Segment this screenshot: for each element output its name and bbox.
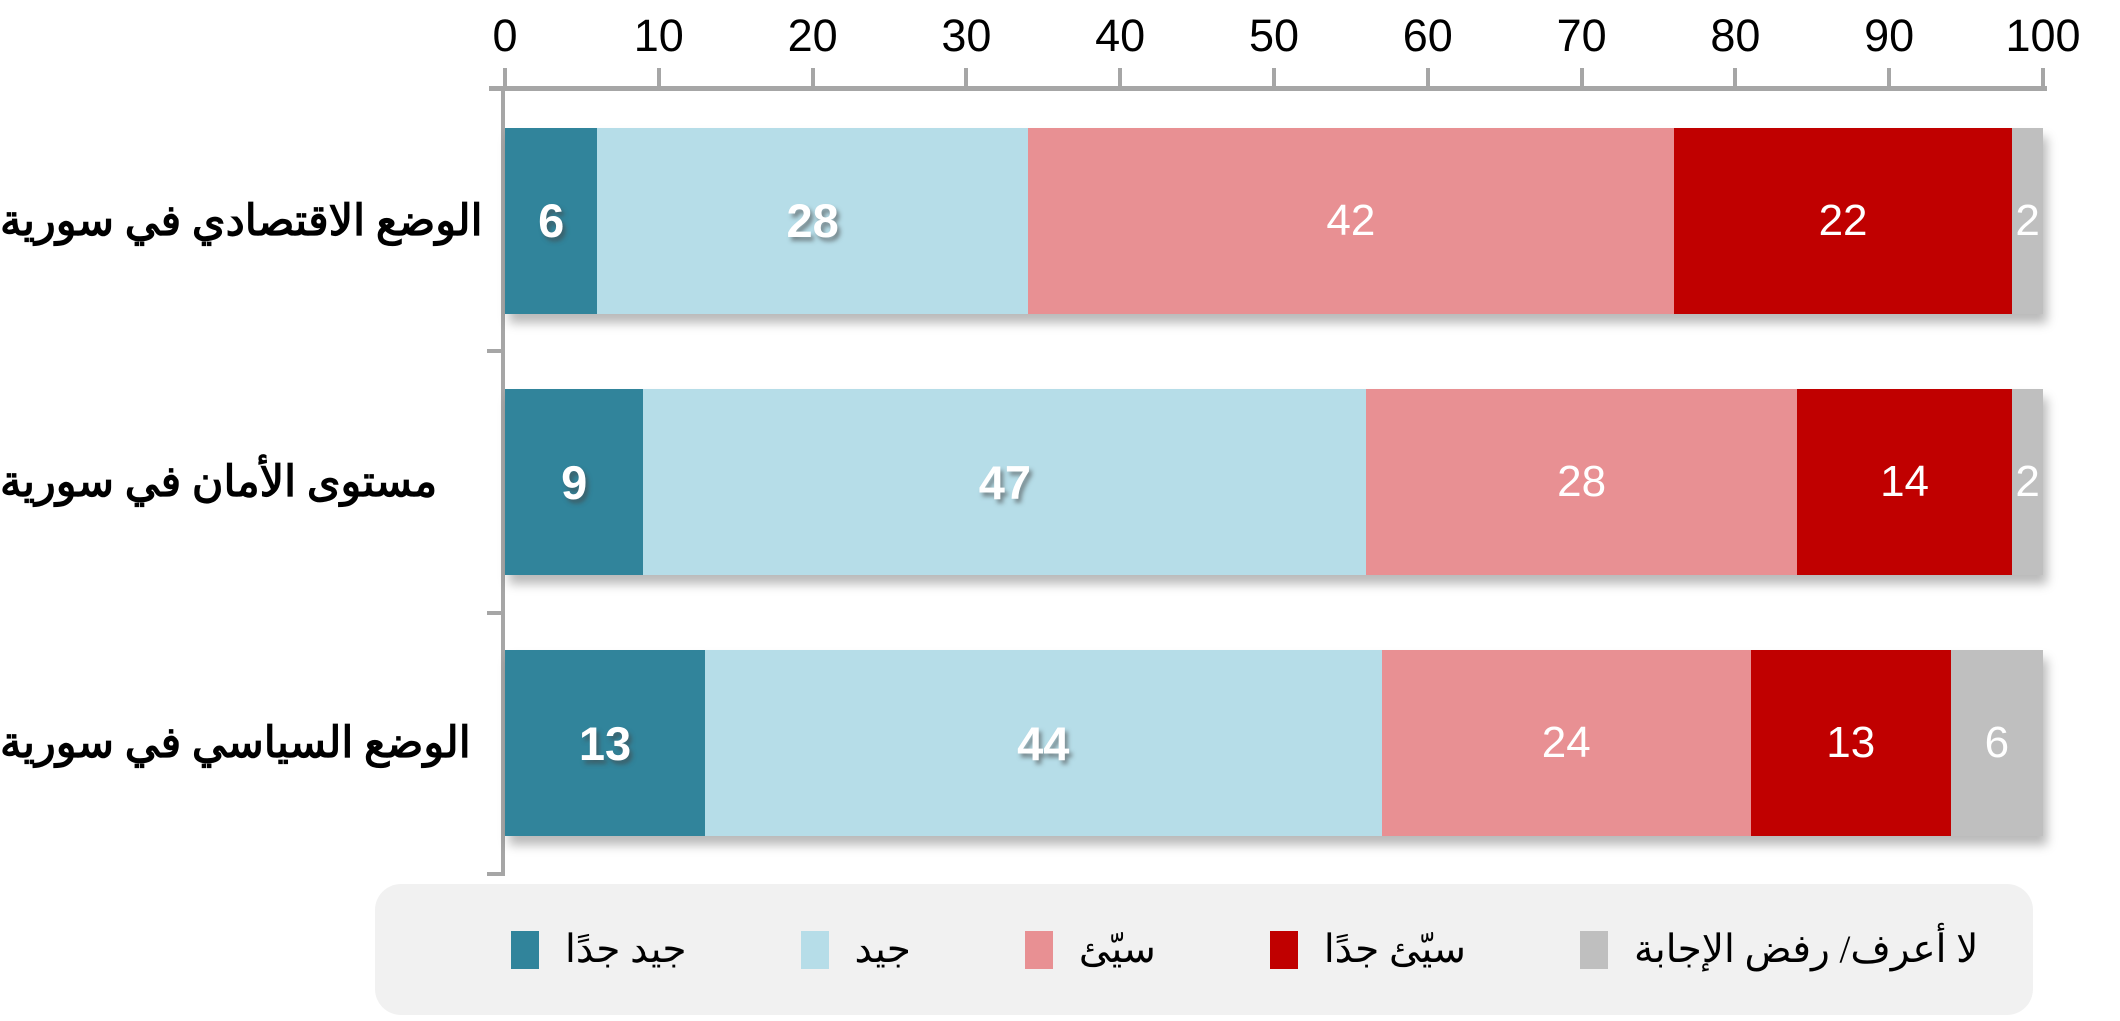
- x-axis-tick-mark: [656, 68, 661, 87]
- legend-swatch: [1579, 930, 1608, 969]
- x-axis-tick-label: 80: [1710, 10, 1761, 61]
- x-axis-tick-label: 40: [1095, 10, 1146, 61]
- stacked-bar: 9 47 28 14 2: [505, 389, 2043, 575]
- x-axis-tick-mark: [810, 68, 815, 87]
- x-axis-tick-label: 30: [941, 10, 992, 61]
- legend-swatch: [1269, 930, 1298, 969]
- legend-item: سيّئ: [1024, 927, 1156, 972]
- bar-value-label: 24: [1541, 718, 1591, 768]
- stacked-bar: 13 44 24 13 6: [505, 650, 2043, 837]
- bar-row: 9 47 28 14 2: [505, 389, 2043, 575]
- category-axis-line: [501, 86, 505, 876]
- bar-value-label: 14: [1880, 457, 1930, 506]
- bar-value-label: 22: [1818, 195, 1868, 245]
- category-tick-mark: [487, 872, 502, 876]
- bar-segment: 14: [1796, 389, 2013, 575]
- bar-value-label: 28: [1557, 457, 1607, 506]
- bar-segment: 13: [1750, 650, 1951, 837]
- legend-swatch: [511, 930, 539, 969]
- bar-value-label: 28: [786, 194, 839, 248]
- bar-segment: 47: [643, 389, 1367, 575]
- x-axis-tick-label: 10: [633, 10, 684, 61]
- bar-segment: 44: [704, 650, 1382, 837]
- x-axis-tick-label: 100: [2005, 10, 2081, 61]
- category-tick-mark: [487, 610, 502, 615]
- bar-segment: 42: [1027, 127, 1674, 314]
- bar-value-label: 2: [2015, 457, 2040, 506]
- bar-value-label: 13: [1826, 718, 1876, 768]
- x-axis-tick-label: 90: [1864, 10, 1915, 61]
- category-label: الوضع السياسي في سورية: [0, 720, 471, 768]
- legend-label: جيد: [854, 928, 911, 971]
- x-axis-tick-label: 50: [1248, 10, 1300, 61]
- category-label: مستوى الأمان في سورية: [0, 458, 438, 506]
- bar-value-label: 13: [578, 716, 632, 770]
- x-axis-tick-mark: [1272, 68, 1276, 87]
- bar-value-label: 9: [561, 455, 588, 509]
- bar-segment: 2: [2012, 127, 2043, 314]
- x-axis-tick-label: 0: [492, 10, 518, 61]
- legend-label: لا أعرف/ رفض الإجابة: [1633, 928, 1979, 971]
- bar-value-label: 44: [1017, 716, 1070, 770]
- legend-item: جيد جدًا: [511, 927, 687, 972]
- value-axis-line: [489, 86, 2047, 91]
- x-axis-tick-mark: [1579, 68, 1584, 87]
- legend-label: سيّئ: [1078, 928, 1156, 971]
- x-axis-tick-mark: [503, 68, 507, 87]
- x-axis-tick-mark: [1118, 68, 1123, 87]
- bar-segment: 9: [505, 389, 644, 575]
- legend: جيد جدًا جيد سيّئ سيّئ جدًا لا أعرف/ رفض الإ…: [375, 884, 2033, 1015]
- bar-segment: 24: [1381, 650, 1751, 837]
- x-axis-tick-label: 20: [787, 10, 838, 61]
- bar-segment: 28: [597, 127, 1028, 314]
- legend-item: جيد: [800, 927, 911, 972]
- bar-segment: 6: [1950, 650, 2043, 837]
- legend-label: جيد جدًا: [565, 928, 687, 971]
- bar-value-label: 47: [978, 455, 1031, 509]
- legend-swatch: [1024, 930, 1053, 969]
- legend-swatch: [800, 930, 829, 969]
- bar-segment: 22: [1673, 127, 2013, 314]
- bar-value-label: 6: [538, 194, 565, 248]
- bar-segment: 28: [1366, 389, 1797, 575]
- x-axis-tick-mark: [1425, 68, 1430, 87]
- x-axis-tick-mark: [1887, 68, 1892, 87]
- bar-segment: 2: [2012, 389, 2043, 575]
- x-axis-tick-mark: [964, 68, 969, 87]
- stacked-bar: 6 28 42 22 2: [505, 127, 2043, 314]
- category-tick-mark: [487, 349, 502, 354]
- x-axis-tick-label: 60: [1402, 10, 1453, 61]
- x-axis-tick-mark: [1733, 68, 1738, 87]
- bar-value-label: 6: [1984, 718, 2010, 768]
- bar-row: 6 28 42 22 2: [505, 127, 2043, 314]
- bar-segment: 13: [505, 650, 705, 837]
- bar-row: 13 44 24 13 6: [505, 650, 2043, 837]
- bar-value-label: 42: [1326, 195, 1376, 245]
- category-label: الوضع الاقتصادي في سورية: [0, 197, 483, 245]
- legend-item: لا أعرف/ رفض الإجابة: [1579, 927, 1979, 972]
- bar-value-label: 2: [2015, 195, 2040, 245]
- x-axis-tick-label: 70: [1556, 10, 1607, 61]
- x-axis-tick-mark: [2041, 68, 2045, 87]
- legend-item: سيّئ جدًا: [1269, 927, 1466, 972]
- bar-segment: 6: [505, 127, 598, 314]
- legend-label: سيّئ جدًا: [1323, 928, 1466, 971]
